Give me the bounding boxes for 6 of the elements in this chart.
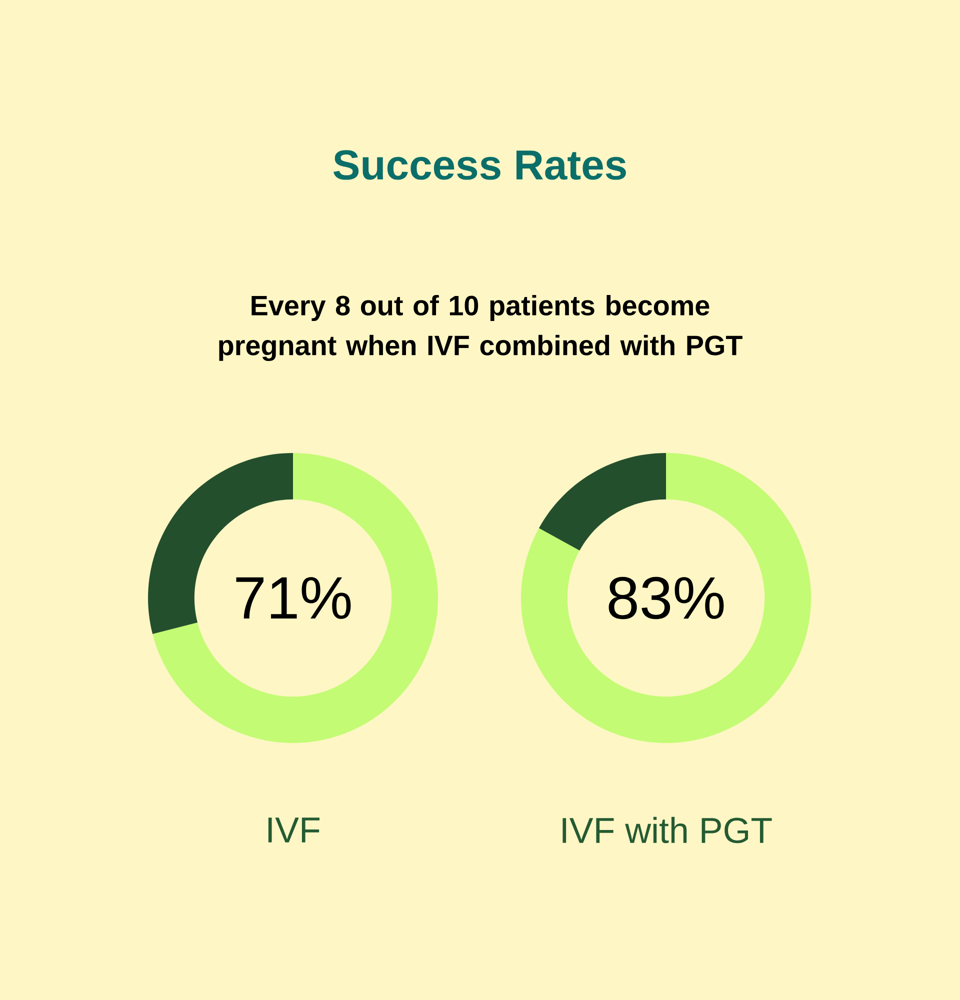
data-label: 83% xyxy=(608,576,724,620)
data-label: 71% xyxy=(236,577,351,619)
chart-title: Success Rates xyxy=(334,150,626,180)
text: IVF xyxy=(268,818,320,842)
chart-subtitle: Every 8 out of 10 patients become pregnant when IVF combined with PGT xyxy=(219,294,742,361)
text: IVF with PGT xyxy=(562,816,772,844)
